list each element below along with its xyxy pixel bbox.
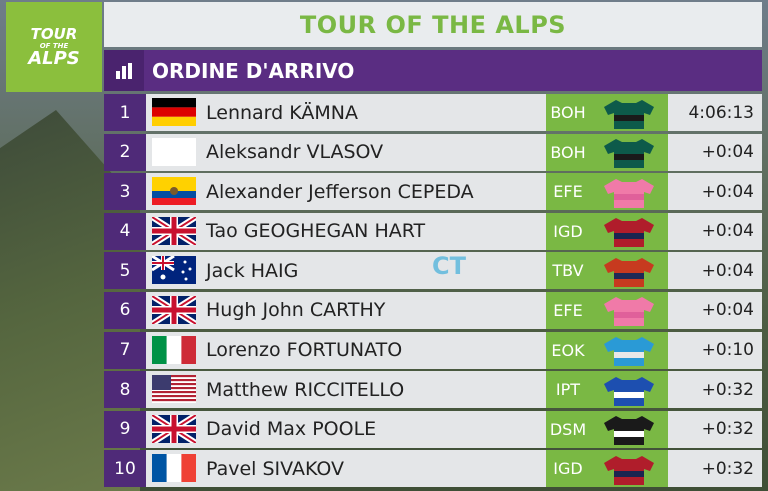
israel-jersey-icon xyxy=(590,371,668,409)
result-row: 10 Pavel SIVAKOV IGD +0:32 xyxy=(104,450,762,488)
team-code: BOH xyxy=(546,94,590,131)
rider-name: Jack HAIG xyxy=(206,259,299,282)
result-row: 2 Aleksandr VLASOV BOH +0:04 xyxy=(104,133,762,171)
uk-flag-icon xyxy=(152,216,196,245)
finish-time: +0:04 xyxy=(701,300,754,321)
result-row: 1 Lennard KÄMNA BOH 4:06:13 xyxy=(104,94,762,131)
logo-line-2: OF THE xyxy=(39,41,69,50)
neutral-flag-icon xyxy=(152,137,196,166)
team-code: EFE xyxy=(546,173,590,211)
bar-chart-icon xyxy=(104,50,144,91)
race-title: TOUR OF THE ALPS xyxy=(299,10,567,39)
rider-name: Lorenzo FORTUNATO xyxy=(206,339,403,362)
results-header: ORDINE D'ARRIVO xyxy=(104,50,762,91)
team-code: BOH xyxy=(546,133,590,171)
result-row: 4 Tao GEOGHEGAN HART IGD +0:04 xyxy=(104,212,762,250)
finish-time: +0:04 xyxy=(701,221,754,242)
result-row: 9 David Max POOLE DSM +0:32 xyxy=(104,410,762,448)
rider-name: David Max POOLE xyxy=(206,418,377,441)
finish-time: +0:10 xyxy=(701,340,754,361)
team-code: EFE xyxy=(546,291,590,329)
position-number: 6 xyxy=(104,291,146,329)
rider-name: Pavel SIVAKOV xyxy=(206,457,344,480)
italy-flag-icon xyxy=(152,335,196,364)
finish-time: +0:32 xyxy=(701,458,754,479)
result-row: 6 Hugh John CARTHY EFE +0:04 xyxy=(104,291,762,329)
result-row: 3 Alexander Jefferson CEPEDA EFE +0:04 xyxy=(104,173,762,211)
usa-flag-icon xyxy=(152,375,196,404)
position-number: 9 xyxy=(104,410,146,448)
finish-time: +0:04 xyxy=(701,142,754,163)
position-number: 7 xyxy=(104,331,146,369)
position-number: 2 xyxy=(104,133,146,171)
rider-name: Lennard KÄMNA xyxy=(206,101,358,124)
finish-time: +0:04 xyxy=(701,181,754,202)
bora-jersey-icon xyxy=(590,94,668,131)
position-number: 10 xyxy=(104,450,146,488)
team-code: IPT xyxy=(546,371,590,409)
team-code: DSM xyxy=(546,410,590,448)
watermark-text: CT xyxy=(432,252,466,280)
rider-name: Hugh John CARTHY xyxy=(206,299,386,322)
ef-jersey-icon xyxy=(590,173,668,211)
ineos-jersey-icon xyxy=(590,450,668,488)
result-row: 5 Jack HAIG TBV +0:04 xyxy=(104,252,762,290)
ecuador-flag-icon xyxy=(152,177,196,206)
rider-name: Alexander Jefferson CEPEDA xyxy=(206,180,474,203)
title-bar: TOUR OF THE ALPS xyxy=(104,2,762,47)
result-row: 8 Matthew RICCITELLO IPT +0:32 xyxy=(104,371,762,409)
finish-time: 4:06:13 xyxy=(688,102,754,123)
results-header-label: ORDINE D'ARRIVO xyxy=(152,58,355,83)
position-number: 5 xyxy=(104,252,146,290)
germany-flag-icon xyxy=(152,98,196,126)
team-code: IGD xyxy=(546,212,590,250)
watermark-logo: CT xyxy=(432,252,502,312)
finish-time: +0:32 xyxy=(701,419,754,440)
finish-time: +0:04 xyxy=(701,260,754,281)
ineos-jersey-icon xyxy=(590,212,668,250)
australia-flag-icon xyxy=(152,256,196,285)
bora-jersey-icon xyxy=(590,133,668,171)
position-number: 3 xyxy=(104,173,146,211)
position-number: 1 xyxy=(104,94,146,131)
logo-line-1: TOUR xyxy=(30,24,78,43)
eolo-jersey-icon xyxy=(590,331,668,369)
uk-flag-icon xyxy=(152,295,196,324)
uk-flag-icon xyxy=(152,414,196,443)
rider-name: Tao GEOGHEGAN HART xyxy=(206,220,426,243)
team-code: EOK xyxy=(546,331,590,369)
dsm-jersey-icon xyxy=(590,410,668,448)
france-flag-icon xyxy=(152,454,196,483)
team-code: IGD xyxy=(546,450,590,488)
rider-name: Aleksandr VLASOV xyxy=(206,141,384,164)
tour-of-the-alps-logo: TOUR OF THE ALPS xyxy=(6,2,102,92)
result-row: 7 Lorenzo FORTUNATO EOK +0:10 xyxy=(104,331,762,369)
finish-time: +0:32 xyxy=(701,379,754,400)
results-list: 1 Lennard KÄMNA BOH 4:06:13 2 Aleksandr … xyxy=(104,94,762,490)
team-code: TBV xyxy=(546,252,590,290)
rider-name: Matthew RICCITELLO xyxy=(206,378,405,401)
logo-line-3: ALPS xyxy=(28,47,80,69)
position-number: 4 xyxy=(104,212,146,250)
bahrain-jersey-icon xyxy=(590,252,668,290)
ef-jersey-icon xyxy=(590,291,668,329)
position-number: 8 xyxy=(104,371,146,409)
